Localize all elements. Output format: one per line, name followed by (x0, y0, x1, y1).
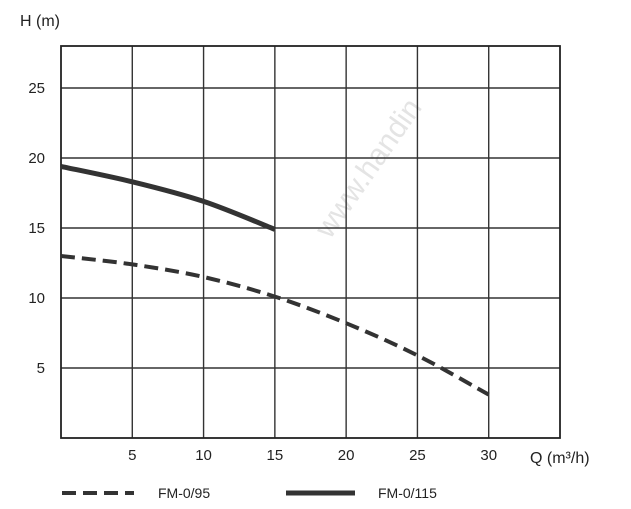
x-tick-label-30: 30 (480, 447, 497, 464)
series-lines (60, 163, 490, 397)
legend: FM-0/95 FM-0/115 (62, 485, 437, 501)
y-tick-label-15: 15 (28, 220, 45, 237)
y-tick-label-10: 10 (28, 290, 45, 307)
axes (60, 45, 561, 439)
x-tick-label-5: 5 (128, 447, 136, 464)
legend-label-fm-0-115: FM-0/115 (378, 485, 437, 501)
grid-lines (61, 46, 560, 438)
watermark-text: www.handin (308, 93, 428, 245)
series-line-fm-0-95 (60, 254, 490, 397)
plot-frame (60, 45, 561, 439)
y-tick-label-5: 5 (37, 360, 45, 377)
y-tick-label-25: 25 (28, 80, 45, 97)
series-line-fm-0-115 (60, 163, 276, 232)
x-tick-label-15: 15 (267, 447, 284, 464)
y-axis-title: H (m) (20, 13, 60, 30)
x-tick-label-25: 25 (409, 447, 426, 464)
y-tick-label-20: 20 (28, 150, 45, 167)
x-axis-title: Q (m³/h) (530, 450, 590, 467)
x-tick-label-10: 10 (195, 447, 212, 464)
legend-label-fm-0-95: FM-0/95 (158, 485, 210, 501)
x-tick-label-20: 20 (338, 447, 355, 464)
tick-labels: 5 10 15 20 25 30 5 10 15 20 25 (28, 80, 497, 464)
